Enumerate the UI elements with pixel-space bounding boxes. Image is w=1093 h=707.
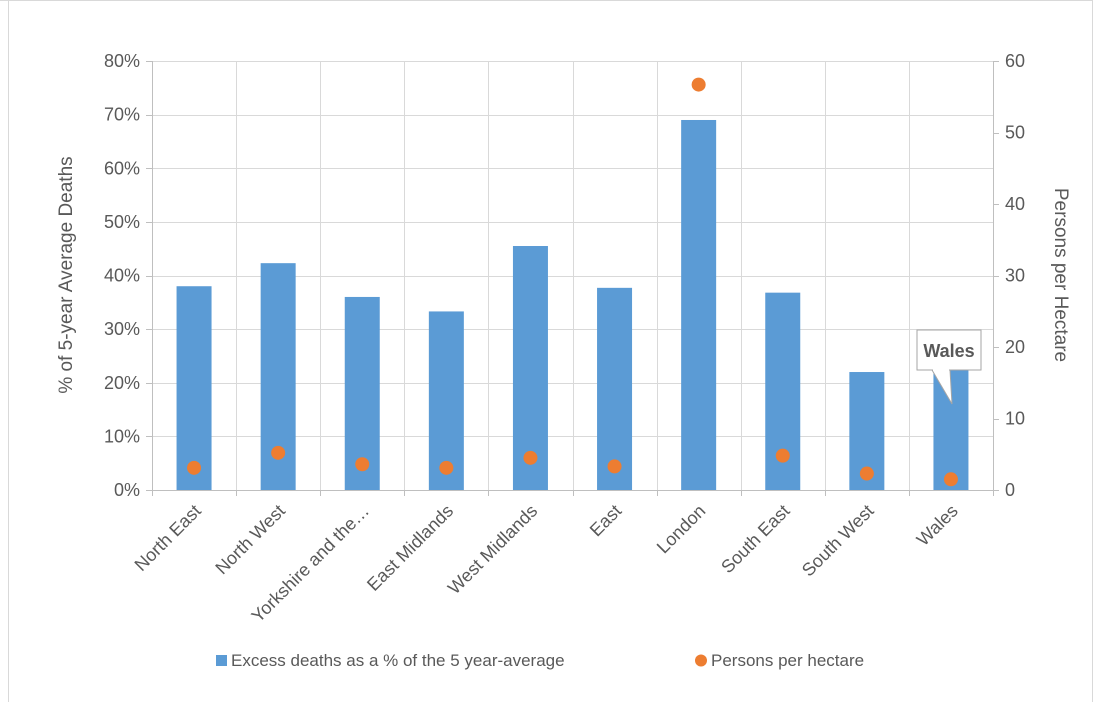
right-tick-label: 40 — [1005, 194, 1025, 214]
right-tick-label: 10 — [1005, 409, 1025, 429]
legend-swatch-bars — [216, 655, 227, 666]
x-tick-label: Wales — [913, 501, 962, 550]
callout-box — [916, 329, 982, 371]
bar — [512, 246, 548, 490]
bar — [176, 286, 212, 490]
left-axis-tick-labels: 0% 10% 20% 30% 40% 50% 60% 70% 80% — [104, 51, 140, 500]
scatter-point — [355, 457, 370, 472]
x-tick-label: South East — [717, 501, 793, 577]
legend: Excess deaths as a % of the 5 year-avera… — [216, 651, 864, 670]
scatter-point — [439, 460, 454, 475]
scatter-point — [859, 466, 874, 481]
left-tick-label: 20% — [104, 373, 140, 393]
scatter-point — [187, 460, 202, 475]
left-tick-label: 60% — [104, 158, 140, 178]
bar — [597, 287, 633, 490]
callout-label: Wales — [923, 341, 974, 361]
right-tick-label: 20 — [1005, 337, 1025, 357]
right-tick-label: 0 — [1005, 480, 1015, 500]
left-tick-label: 30% — [104, 319, 140, 339]
x-tick-label: East — [586, 501, 626, 541]
scatter-point — [271, 445, 286, 460]
x-tick-label: East Midlands — [363, 501, 457, 595]
left-tick-label: 10% — [104, 426, 140, 446]
bar — [681, 119, 717, 491]
right-axis-tick-labels: 0 10 20 30 40 50 60 — [1005, 51, 1025, 500]
left-axis-title: % of 5-year Average Deaths — [56, 156, 77, 393]
scatter-point — [943, 472, 958, 487]
left-tick-label: 70% — [104, 105, 140, 125]
legend-swatch-dots — [695, 654, 707, 667]
x-tick-label: North East — [131, 501, 205, 575]
left-tick-label: 0% — [114, 480, 140, 500]
bar — [428, 311, 464, 490]
bar-series — [176, 119, 969, 491]
left-tick-label: 80% — [104, 51, 140, 71]
scatter-point — [691, 77, 706, 92]
legend-label-dots: Persons per hectare — [711, 651, 864, 670]
scatter-point — [607, 459, 622, 474]
x-tick-label: West Midlands — [444, 501, 541, 598]
scatter-series — [187, 77, 958, 487]
x-tick-label: North West — [211, 501, 289, 579]
right-tick-label: 50 — [1005, 123, 1025, 143]
left-tick-label: 40% — [104, 266, 140, 286]
legend-label-bars: Excess deaths as a % of the 5 year-avera… — [231, 651, 565, 670]
right-tick-label: 60 — [1005, 51, 1025, 71]
scatter-point — [523, 450, 538, 465]
scatter-point — [775, 448, 790, 463]
left-tick-label: 50% — [104, 212, 140, 232]
axes — [146, 61, 999, 496]
x-tick-label: London — [653, 501, 710, 558]
x-tick-label: South West — [798, 501, 878, 581]
right-tick-label: 30 — [1005, 266, 1025, 286]
wales-callout: Wales — [916, 329, 982, 405]
right-axis-title: Persons per Hectare — [1050, 188, 1071, 362]
